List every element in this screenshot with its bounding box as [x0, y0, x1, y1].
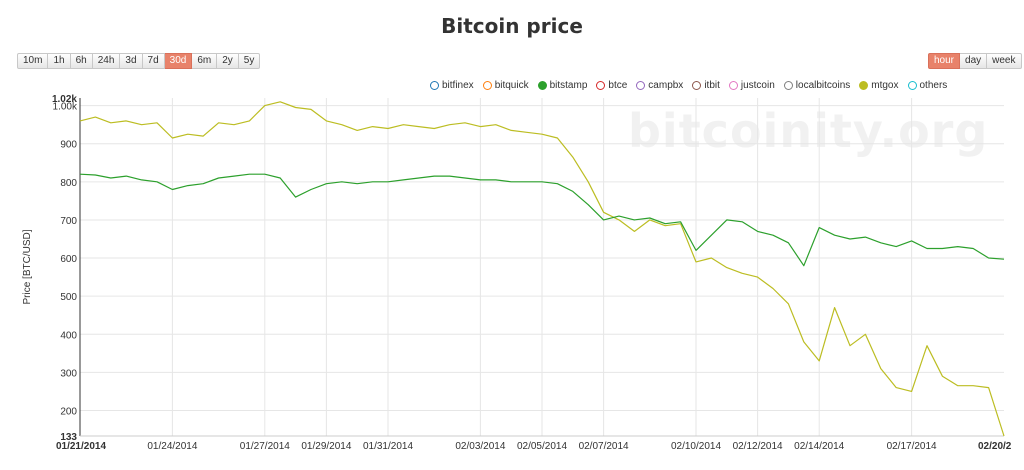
y-tick-label: 900 [60, 140, 77, 151]
resolution-button-group: hour day week [928, 53, 1022, 69]
watermark: bitcoinity.org [628, 104, 989, 158]
range-7d-button[interactable]: 7d [142, 53, 165, 69]
y-tick-label: 200 [60, 406, 77, 417]
legend-label: campbx [648, 80, 684, 91]
legend-marker-icon [859, 81, 869, 90]
legend-item-bitquick[interactable]: bitquick [482, 80, 529, 91]
legend-marker-icon [692, 81, 702, 90]
y-tick-label: 600 [60, 254, 77, 265]
x-tick-label: 02/12/2014 [733, 441, 783, 452]
legend-label: justcoin [740, 80, 775, 91]
x-tick-label: 02/20/2 [978, 441, 1012, 452]
legend-label: bitfinex [442, 80, 474, 91]
legend-label: bitstamp [549, 80, 588, 91]
legend-marker-icon [596, 81, 606, 90]
range-6h-button[interactable]: 6h [70, 53, 93, 69]
range-10m-button[interactable]: 10m [17, 53, 49, 69]
x-tick-label: 02/17/2014 [887, 441, 937, 452]
legend-item-justcoin[interactable]: justcoin [728, 80, 775, 91]
y-tick-label: 700 [60, 216, 77, 227]
legend-item-localbitcoins[interactable]: localbitcoins [783, 80, 851, 91]
series-line-mtgox [79, 101, 1005, 437]
legend-marker-icon [537, 81, 547, 90]
x-tick-label: 02/14/2014 [794, 441, 844, 452]
x-tick-label: 01/24/2014 [147, 441, 197, 452]
chart-title: Bitcoin price [441, 14, 583, 38]
legend-label: others [919, 80, 948, 91]
range-24h-button[interactable]: 24h [92, 53, 121, 69]
legend-label: bitquick [494, 80, 529, 91]
legend-marker-icon [430, 81, 439, 90]
legend-marker-icon [728, 81, 738, 90]
legend-item-btce[interactable]: btce [596, 80, 627, 91]
y-tick-label: 133 [60, 432, 77, 443]
x-tick-label: 01/29/2014 [301, 441, 351, 452]
y-tick-label: 500 [60, 292, 77, 303]
legend-item-bitfinex[interactable]: bitfinex [430, 80, 474, 91]
range-30d-button[interactable]: 30d [164, 53, 193, 69]
x-tick-label: 01/27/2014 [240, 441, 290, 452]
y-tick-label: 400 [60, 330, 77, 341]
range-button-group: 10m 1h 6h 24h 3d 7d 30d 6m 2y 5y [17, 53, 261, 69]
resolution-hour-button[interactable]: hour [928, 53, 961, 69]
legend-label: itbit [704, 80, 720, 91]
x-tick-label: 02/03/2014 [455, 441, 505, 452]
y-tick-label: 1.00k [53, 102, 78, 113]
legend-item-mtgox[interactable]: mtgox [859, 80, 899, 91]
legend-marker-icon [907, 81, 917, 90]
y-axis-label: Price [BTC/USD] [22, 229, 33, 304]
legend-marker-icon [636, 81, 646, 90]
range-5y-button[interactable]: 5y [238, 53, 261, 69]
legend: bitfinex bitquick bitstamp btce campbx itbit j… [430, 80, 956, 91]
range-2y-button[interactable]: 2y [217, 53, 239, 69]
legend-item-campbx[interactable]: campbx [636, 80, 683, 91]
legend-item-bitstamp[interactable]: bitstamp [537, 80, 588, 91]
y-tick-label: 800 [60, 178, 77, 189]
x-tick-label: 02/05/2014 [517, 441, 567, 452]
x-tick-label: 02/07/2014 [579, 441, 629, 452]
legend-label: mtgox [871, 80, 899, 91]
resolution-day-button[interactable]: day [960, 53, 988, 69]
legend-label: btce [608, 80, 628, 91]
range-6m-button[interactable]: 6m [192, 53, 218, 69]
legend-item-others[interactable]: others [907, 80, 948, 91]
legend-marker-icon [783, 81, 793, 90]
series-line-bitstamp [79, 173, 1005, 267]
resolution-week-button[interactable]: week [987, 53, 1022, 69]
range-3d-button[interactable]: 3d [120, 53, 143, 69]
range-1h-button[interactable]: 1h [48, 53, 71, 69]
x-tick-label: 01/31/2014 [363, 441, 413, 452]
legend-marker-icon [482, 81, 492, 90]
legend-item-itbit[interactable]: itbit [692, 80, 720, 91]
legend-label: localbitcoins [795, 80, 851, 91]
x-tick-label: 02/10/2014 [671, 441, 721, 452]
y-tick-label: 1.02k [52, 94, 77, 105]
y-tick-label: 300 [60, 368, 77, 379]
x-tick-label: 01/21/2014 [56, 441, 106, 452]
